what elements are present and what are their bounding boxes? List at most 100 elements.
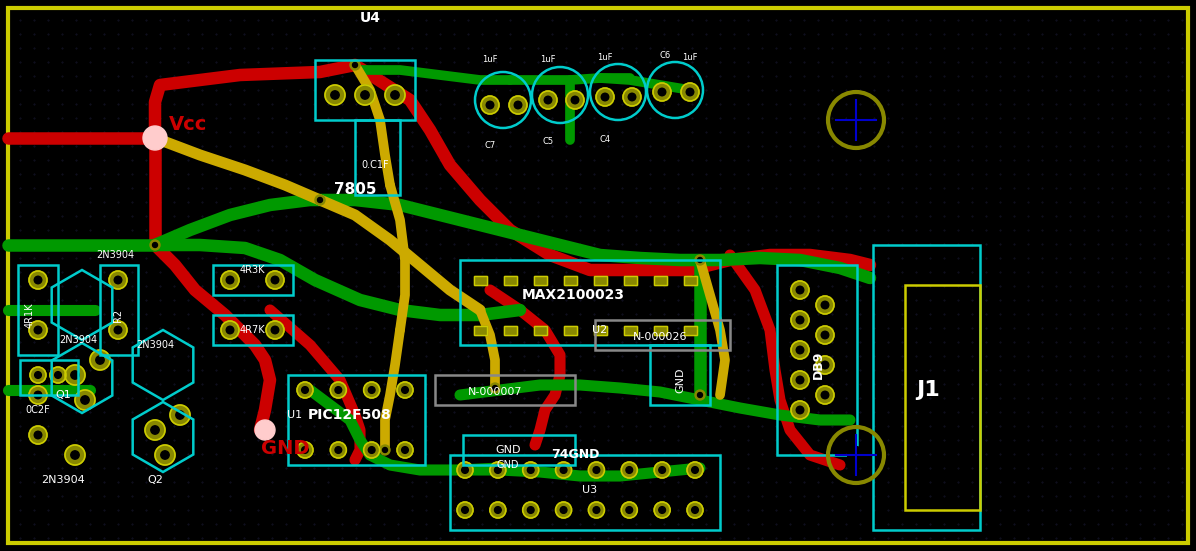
- Circle shape: [71, 451, 79, 459]
- Circle shape: [509, 96, 527, 114]
- Circle shape: [457, 502, 472, 518]
- Bar: [649, 345, 710, 405]
- Circle shape: [301, 387, 309, 393]
- Circle shape: [266, 321, 283, 339]
- Circle shape: [150, 240, 160, 250]
- Circle shape: [560, 506, 567, 514]
- Circle shape: [297, 382, 313, 398]
- Bar: [474, 276, 487, 284]
- Text: C4: C4: [599, 136, 611, 144]
- Text: 2N3904: 2N3904: [41, 475, 85, 485]
- Circle shape: [527, 506, 535, 514]
- Circle shape: [397, 442, 413, 458]
- Circle shape: [791, 371, 808, 389]
- Circle shape: [144, 126, 167, 150]
- Circle shape: [109, 321, 127, 339]
- Circle shape: [481, 96, 499, 114]
- Circle shape: [155, 445, 175, 465]
- Text: 0.C1F: 0.C1F: [361, 160, 389, 170]
- Bar: [213, 315, 293, 345]
- Text: 4R7K: 4R7K: [239, 325, 264, 335]
- Bar: [533, 326, 547, 334]
- Circle shape: [490, 502, 506, 518]
- Circle shape: [687, 502, 703, 518]
- Circle shape: [160, 451, 169, 459]
- Circle shape: [297, 442, 313, 458]
- Circle shape: [697, 257, 702, 262]
- Circle shape: [301, 447, 309, 453]
- Bar: [563, 326, 576, 334]
- Bar: [593, 326, 606, 334]
- Circle shape: [687, 88, 694, 96]
- Circle shape: [330, 382, 347, 398]
- Circle shape: [255, 420, 275, 440]
- Text: 2N3904: 2N3904: [136, 340, 175, 350]
- Circle shape: [653, 83, 671, 101]
- Circle shape: [816, 356, 834, 374]
- Circle shape: [848, 447, 865, 463]
- Bar: [623, 326, 636, 334]
- Bar: [504, 276, 517, 284]
- Circle shape: [527, 467, 535, 473]
- Circle shape: [315, 195, 325, 205]
- Circle shape: [628, 93, 636, 101]
- Circle shape: [65, 445, 85, 465]
- Bar: [463, 435, 575, 465]
- Circle shape: [330, 442, 347, 458]
- Circle shape: [588, 462, 604, 478]
- Circle shape: [621, 462, 637, 478]
- Circle shape: [55, 371, 61, 379]
- Circle shape: [791, 281, 808, 299]
- Bar: [594, 320, 730, 350]
- Text: Q1: Q1: [55, 390, 71, 400]
- Circle shape: [75, 390, 94, 410]
- Circle shape: [115, 276, 122, 284]
- Text: N-000026: N-000026: [633, 332, 688, 342]
- Circle shape: [29, 271, 47, 289]
- Circle shape: [402, 387, 408, 393]
- Text: GND: GND: [675, 368, 685, 393]
- Text: 4R1K: 4R1K: [25, 302, 35, 328]
- Circle shape: [462, 506, 469, 514]
- Bar: [288, 375, 425, 465]
- Circle shape: [691, 506, 698, 514]
- Circle shape: [493, 386, 498, 391]
- Circle shape: [317, 197, 323, 203]
- Circle shape: [335, 447, 342, 453]
- Circle shape: [816, 296, 834, 314]
- Circle shape: [797, 376, 804, 384]
- Circle shape: [654, 502, 670, 518]
- Text: C7: C7: [484, 141, 495, 149]
- Text: R2: R2: [112, 309, 123, 322]
- Bar: [18, 265, 57, 355]
- Circle shape: [226, 276, 233, 284]
- Bar: [533, 276, 547, 284]
- Circle shape: [153, 136, 158, 141]
- Circle shape: [539, 91, 557, 109]
- Text: 2N3904: 2N3904: [96, 250, 134, 260]
- Circle shape: [65, 365, 85, 385]
- Circle shape: [572, 96, 579, 104]
- Circle shape: [791, 311, 808, 329]
- Circle shape: [621, 502, 637, 518]
- Bar: [563, 326, 576, 334]
- Circle shape: [221, 271, 239, 289]
- Bar: [593, 326, 606, 334]
- Bar: [563, 276, 576, 284]
- Bar: [355, 120, 399, 195]
- Circle shape: [30, 367, 45, 383]
- Circle shape: [35, 391, 42, 399]
- Circle shape: [691, 467, 698, 473]
- Text: 4R3K: 4R3K: [239, 265, 264, 275]
- Circle shape: [271, 276, 279, 284]
- Bar: [474, 276, 487, 284]
- Bar: [653, 276, 666, 284]
- Text: C5: C5: [543, 138, 554, 147]
- Circle shape: [791, 341, 808, 359]
- Bar: [623, 326, 636, 334]
- Text: 2N3904: 2N3904: [59, 335, 97, 345]
- Circle shape: [695, 390, 704, 400]
- Text: 7805: 7805: [334, 182, 377, 197]
- Circle shape: [816, 386, 834, 404]
- Circle shape: [822, 391, 829, 399]
